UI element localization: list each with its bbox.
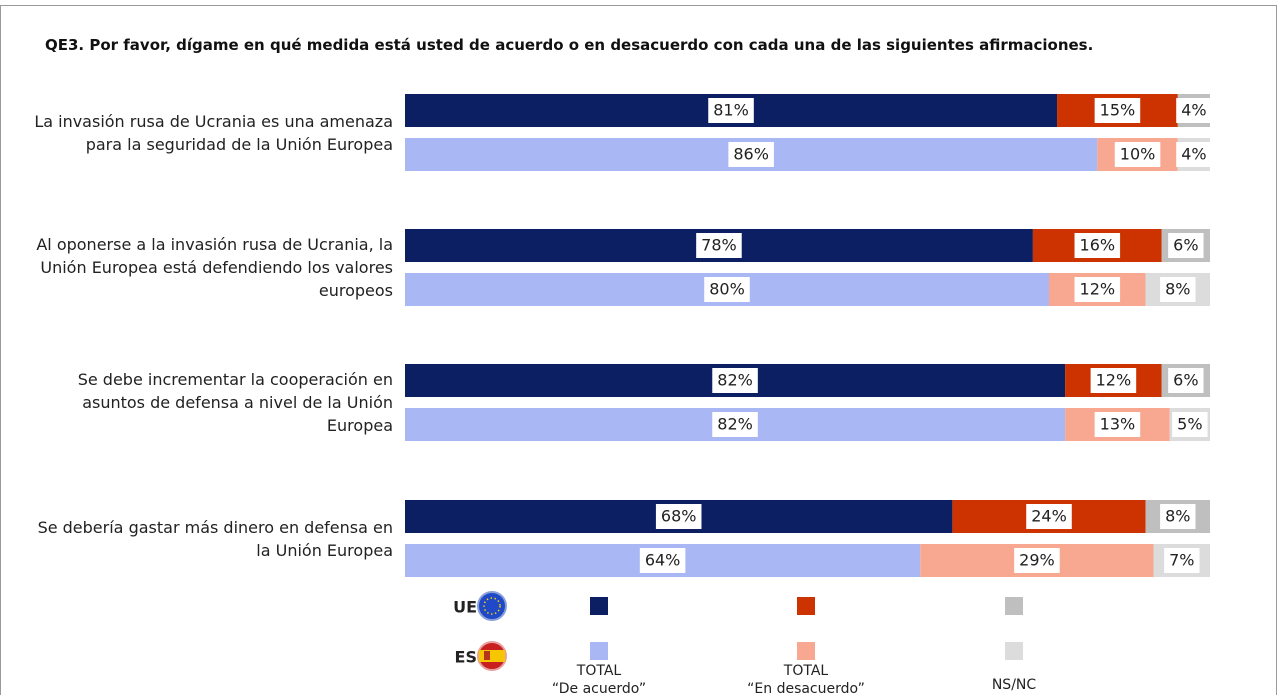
value-label-box xyxy=(1176,98,1212,123)
legend-swatch xyxy=(590,597,608,615)
value-label: 15% xyxy=(1100,101,1136,120)
value-label-box xyxy=(728,142,774,167)
value-label-box xyxy=(1168,233,1204,258)
value-label: 6% xyxy=(1173,236,1198,255)
legend-swatch xyxy=(590,642,608,660)
value-label: 64% xyxy=(645,551,681,570)
value-label-box xyxy=(1094,98,1141,123)
value-label-box xyxy=(1160,277,1196,302)
value-label: 12% xyxy=(1080,280,1116,299)
value-label: 8% xyxy=(1165,280,1190,299)
legend-swatch xyxy=(1005,597,1023,615)
value-label-box xyxy=(712,412,758,437)
value-label: 8% xyxy=(1165,507,1190,526)
value-label: 13% xyxy=(1100,415,1136,434)
value-label: 82% xyxy=(717,371,753,390)
value-label: 7% xyxy=(1169,551,1194,570)
legend-swatch xyxy=(797,597,815,615)
value-label: 10% xyxy=(1120,145,1156,164)
frame xyxy=(0,5,1277,695)
legend-label: NS/NC xyxy=(991,677,1037,693)
value-label-box xyxy=(655,504,702,529)
value-label-box xyxy=(639,548,686,573)
value-label-box xyxy=(1090,368,1137,393)
value-label-box xyxy=(696,233,742,258)
category-label: Se debe incrementar la cooperación en as… xyxy=(77,370,393,435)
value-label-box xyxy=(1094,412,1141,437)
legend-group-label: ES xyxy=(455,648,477,667)
value-label: 16% xyxy=(1080,236,1116,255)
value-label-box xyxy=(1172,412,1208,437)
value-label: 4% xyxy=(1181,101,1206,120)
value-label: 86% xyxy=(733,145,769,164)
eu-flag xyxy=(477,591,507,621)
value-label-box xyxy=(1014,548,1060,573)
value-label: 82% xyxy=(717,415,753,434)
value-label: 29% xyxy=(1019,551,1055,570)
es-flag xyxy=(477,641,507,671)
legend-label: TOTAL “En desacuerdo” xyxy=(747,663,865,697)
value-label: 6% xyxy=(1173,371,1198,390)
legend-swatch xyxy=(1005,642,1023,660)
value-label-box xyxy=(1074,277,1121,302)
value-label-box xyxy=(1176,142,1212,167)
value-label-box xyxy=(1160,504,1196,529)
value-label-box xyxy=(1164,548,1200,573)
value-label: 78% xyxy=(701,236,737,255)
legend-label: TOTAL “De acuerdo” xyxy=(551,663,647,697)
value-label: 12% xyxy=(1096,371,1132,390)
legend-group-label: UE xyxy=(453,598,477,617)
category-label: La invasión rusa de Ucrania es una amena… xyxy=(34,111,393,154)
value-label-box xyxy=(1114,142,1161,167)
value-label-box xyxy=(708,98,754,123)
chart-title: QE3. Por favor, dígame en qué medida est… xyxy=(45,36,1094,54)
value-label: 68% xyxy=(661,507,697,526)
value-label: 5% xyxy=(1177,415,1202,434)
value-label-box xyxy=(712,368,758,393)
value-label: 4% xyxy=(1181,145,1206,164)
category-label: Al oponerse a la invasión rusa de Ucrani… xyxy=(36,235,393,300)
value-label-box xyxy=(1026,504,1072,529)
value-label-box xyxy=(1168,368,1204,393)
value-label-box xyxy=(1074,233,1121,258)
category-label: Se debería gastar más dinero en defensa … xyxy=(37,517,393,560)
value-label: 80% xyxy=(709,280,745,299)
value-label: 81% xyxy=(713,101,749,120)
value-label: 24% xyxy=(1031,507,1067,526)
value-label-box xyxy=(704,277,750,302)
legend-swatch xyxy=(797,642,815,660)
